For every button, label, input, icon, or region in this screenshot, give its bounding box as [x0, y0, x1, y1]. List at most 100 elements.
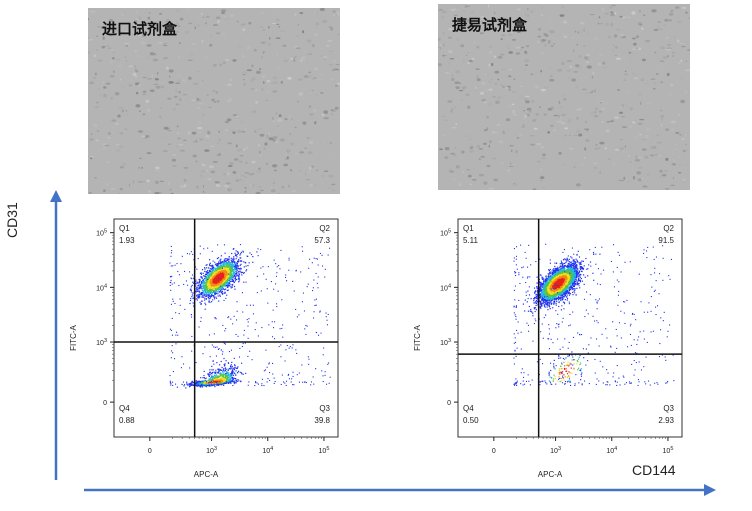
cell-mark: [589, 14, 595, 16]
event-dot: [224, 267, 226, 269]
event-dot: [228, 277, 230, 279]
event-dot: [223, 383, 225, 385]
cell-mark: [289, 132, 292, 136]
event-dot: [196, 383, 198, 385]
cell-mark: [620, 36, 627, 39]
event-dot: [227, 279, 229, 282]
cell-mark: [319, 47, 323, 50]
cell-mark: [314, 67, 319, 71]
event-dot: [237, 366, 239, 368]
event-dot: [224, 292, 226, 294]
cell-mark: [678, 156, 681, 158]
event-dot: [193, 278, 195, 280]
cell-mark: [635, 155, 638, 159]
cell-mark: [556, 121, 562, 123]
event-dot: [196, 385, 198, 387]
event-dot: [228, 264, 230, 266]
cell-mark: [280, 80, 283, 84]
cell-mark: [128, 84, 133, 87]
event-dot: [224, 271, 226, 273]
event-dot: [201, 292, 203, 294]
cell-mark: [639, 119, 645, 121]
cell-mark: [226, 83, 232, 87]
cell-mark: [190, 54, 194, 57]
event-dot: [220, 286, 222, 288]
cell-mark: [258, 8, 260, 10]
cell-mark: [258, 167, 261, 170]
cell-mark: [472, 178, 477, 181]
event-dot: [204, 383, 206, 385]
cell-mark: [196, 107, 201, 109]
cell-mark: [492, 95, 496, 98]
cell-mark: [549, 78, 555, 82]
microscopy-image-right: 捷易试剂盒: [438, 4, 690, 190]
event-dot: [206, 291, 208, 293]
cell-mark: [571, 184, 574, 186]
cell-mark: [641, 27, 644, 30]
cell-mark: [524, 108, 526, 111]
cell-mark: [206, 94, 209, 97]
event-dot: [213, 277, 215, 279]
cell-mark: [684, 144, 688, 146]
cell-mark: [244, 190, 247, 193]
cell-mark: [271, 82, 275, 85]
event-dot: [221, 293, 223, 295]
event-dot: [221, 267, 223, 269]
cell-mark: [332, 59, 337, 63]
cell-mark: [627, 154, 630, 157]
event-dot: [211, 384, 213, 386]
event-dot: [205, 280, 208, 282]
event-dot: [232, 264, 234, 266]
cell-mark: [631, 166, 634, 168]
cell-mark: [132, 180, 135, 184]
cell-mark: [637, 122, 643, 125]
cell-mark: [290, 168, 293, 172]
event-dot: [229, 379, 231, 381]
event-dot: [233, 256, 235, 258]
event-dot: [242, 251, 244, 253]
event-dot: [219, 375, 221, 377]
cell-mark: [469, 183, 472, 186]
cell-mark: [238, 160, 243, 163]
event-dot: [208, 294, 210, 296]
event-dot: [276, 272, 278, 274]
cell-mark: [479, 173, 484, 177]
event-dot: [213, 273, 215, 275]
cell-mark: [656, 141, 662, 144]
event-dot: [234, 364, 236, 366]
event-dot: [212, 380, 214, 382]
event-dot: [324, 371, 326, 373]
cell-mark: [549, 30, 555, 34]
cell-mark: [568, 119, 571, 122]
cell-mark: [225, 182, 231, 185]
event-dot: [232, 269, 234, 271]
cell-mark: [560, 121, 566, 125]
event-dot: [221, 366, 223, 368]
event-dot: [218, 267, 220, 269]
event-dot: [238, 277, 240, 279]
y-axis-label-cd31: CD31: [4, 202, 20, 238]
cell-mark: [582, 88, 587, 90]
cell-mark: [209, 165, 214, 169]
event-dot: [219, 376, 221, 378]
cell-mark: [309, 61, 311, 64]
cell-mark: [320, 73, 325, 77]
cell-mark: [494, 70, 500, 74]
event-dot: [224, 374, 226, 376]
event-dot: [224, 370, 226, 372]
event-dot: [199, 381, 201, 383]
event-dot: [229, 377, 231, 380]
event-dot: [304, 328, 306, 330]
event-dot: [227, 259, 229, 261]
event-dot: [224, 330, 226, 332]
cell-mark: [297, 170, 301, 172]
event-dot: [202, 287, 204, 289]
cell-mark: [304, 173, 307, 175]
event-dot: [232, 273, 234, 275]
event-dot: [209, 384, 212, 386]
cell-mark: [109, 75, 115, 77]
cell-mark: [147, 178, 150, 180]
event-dot: [207, 292, 210, 294]
cell-mark: [263, 81, 265, 84]
cell-mark: [610, 13, 615, 17]
